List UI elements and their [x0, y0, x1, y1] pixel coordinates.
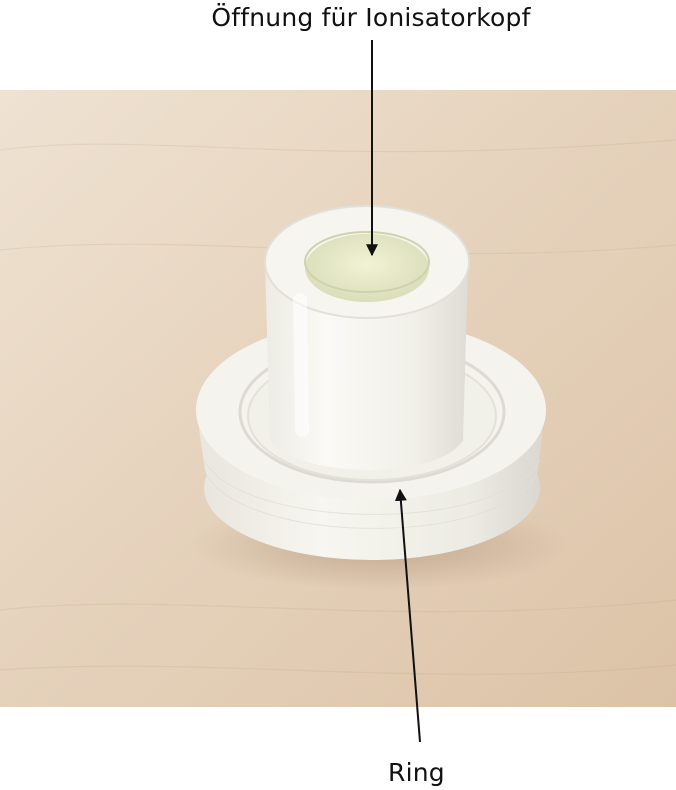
cylinder-body	[264, 205, 470, 470]
ring-label: Ring	[388, 758, 445, 787]
opening-label: Öffnung für Ionisatorkopf	[211, 3, 531, 32]
bottom-arrow	[394, 488, 421, 743]
bore-opening	[305, 234, 429, 302]
